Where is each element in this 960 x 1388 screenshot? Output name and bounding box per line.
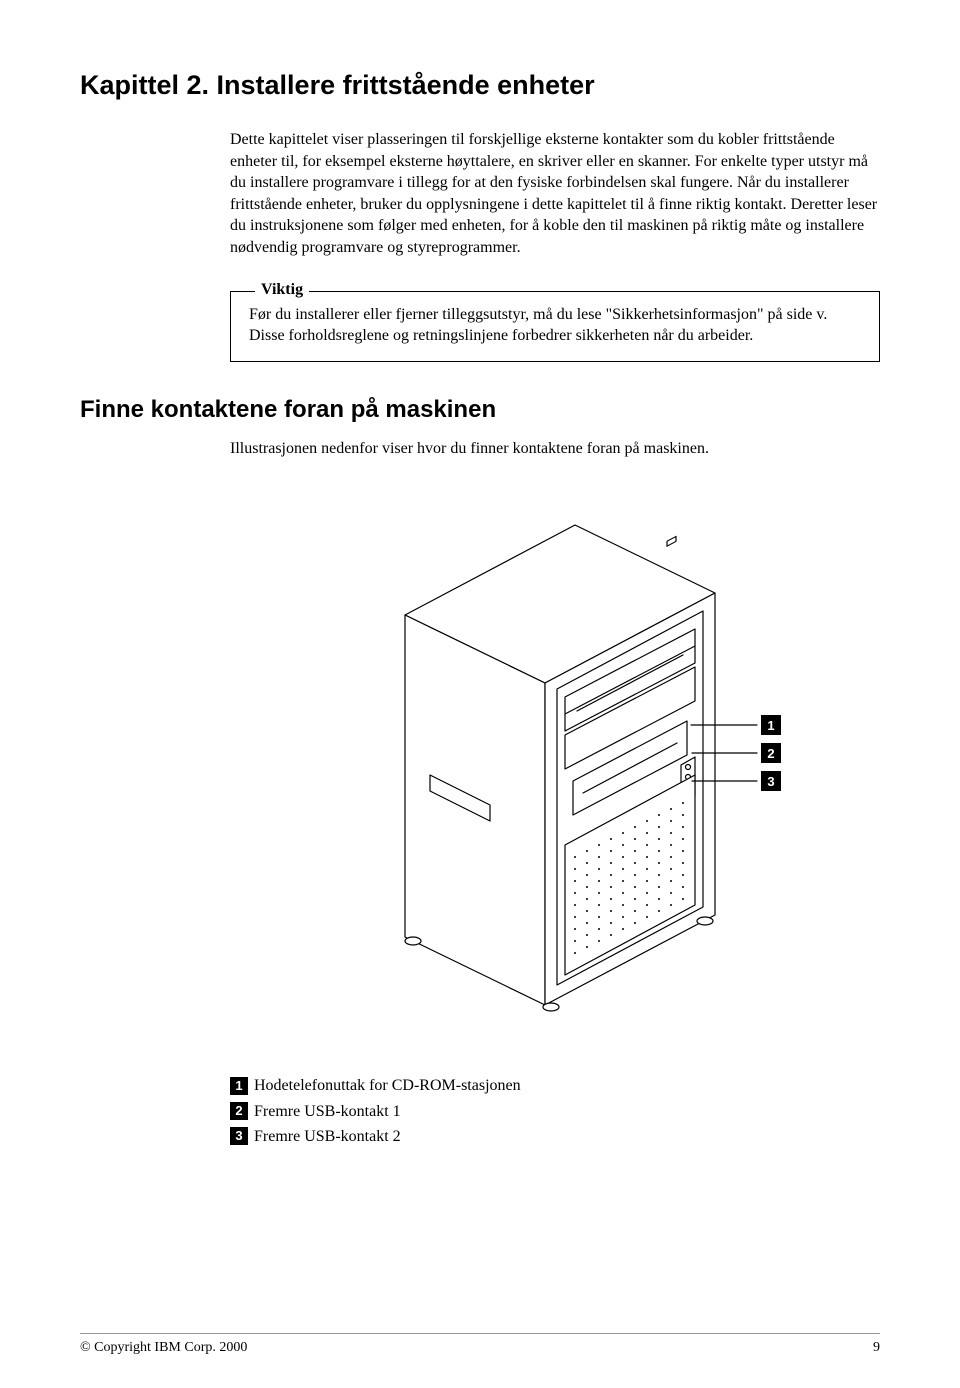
note-title: Viktig [255,281,309,299]
important-note: Viktig Før du installerer eller fjerner … [230,291,880,362]
callout-row: 1 Hodetelefonuttak for CD-ROM-stasjonen [230,1074,880,1097]
callout-list: 1 Hodetelefonuttak for CD-ROM-stasjonen … [230,1074,880,1148]
callout-row: 2 Fremre USB-kontakt 1 [230,1100,880,1123]
callout-number: 2 [230,1102,248,1120]
tower-illustration: 1 2 3 [230,485,880,1050]
callout-label: Hodetelefonuttak for CD-ROM-stasjonen [254,1074,521,1097]
svg-text:3: 3 [767,774,774,789]
page-footer: © Copyright IBM Corp. 2000 9 [80,1333,880,1356]
callout-label: Fremre USB-kontakt 2 [254,1125,401,1148]
svg-text:1: 1 [767,718,774,733]
callout-number: 1 [230,1077,248,1095]
note-body: Før du installerer eller fjerner tillegg… [249,304,861,347]
callout-label: Fremre USB-kontakt 1 [254,1100,401,1123]
svg-text:2: 2 [767,746,774,761]
page-number: 9 [873,1340,880,1356]
chapter-title: Kapittel 2. Installere frittstående enhe… [80,70,880,101]
copyright: © Copyright IBM Corp. 2000 [80,1340,247,1356]
section-lead: Illustrasjonen nedenfor viser hvor du fi… [230,438,880,460]
callout-row: 3 Fremre USB-kontakt 2 [230,1125,880,1148]
callout-number: 3 [230,1127,248,1145]
chapter-intro: Dette kapittelet viser plasseringen til … [230,129,880,259]
section-title: Finne kontaktene foran på maskinen [80,396,880,424]
